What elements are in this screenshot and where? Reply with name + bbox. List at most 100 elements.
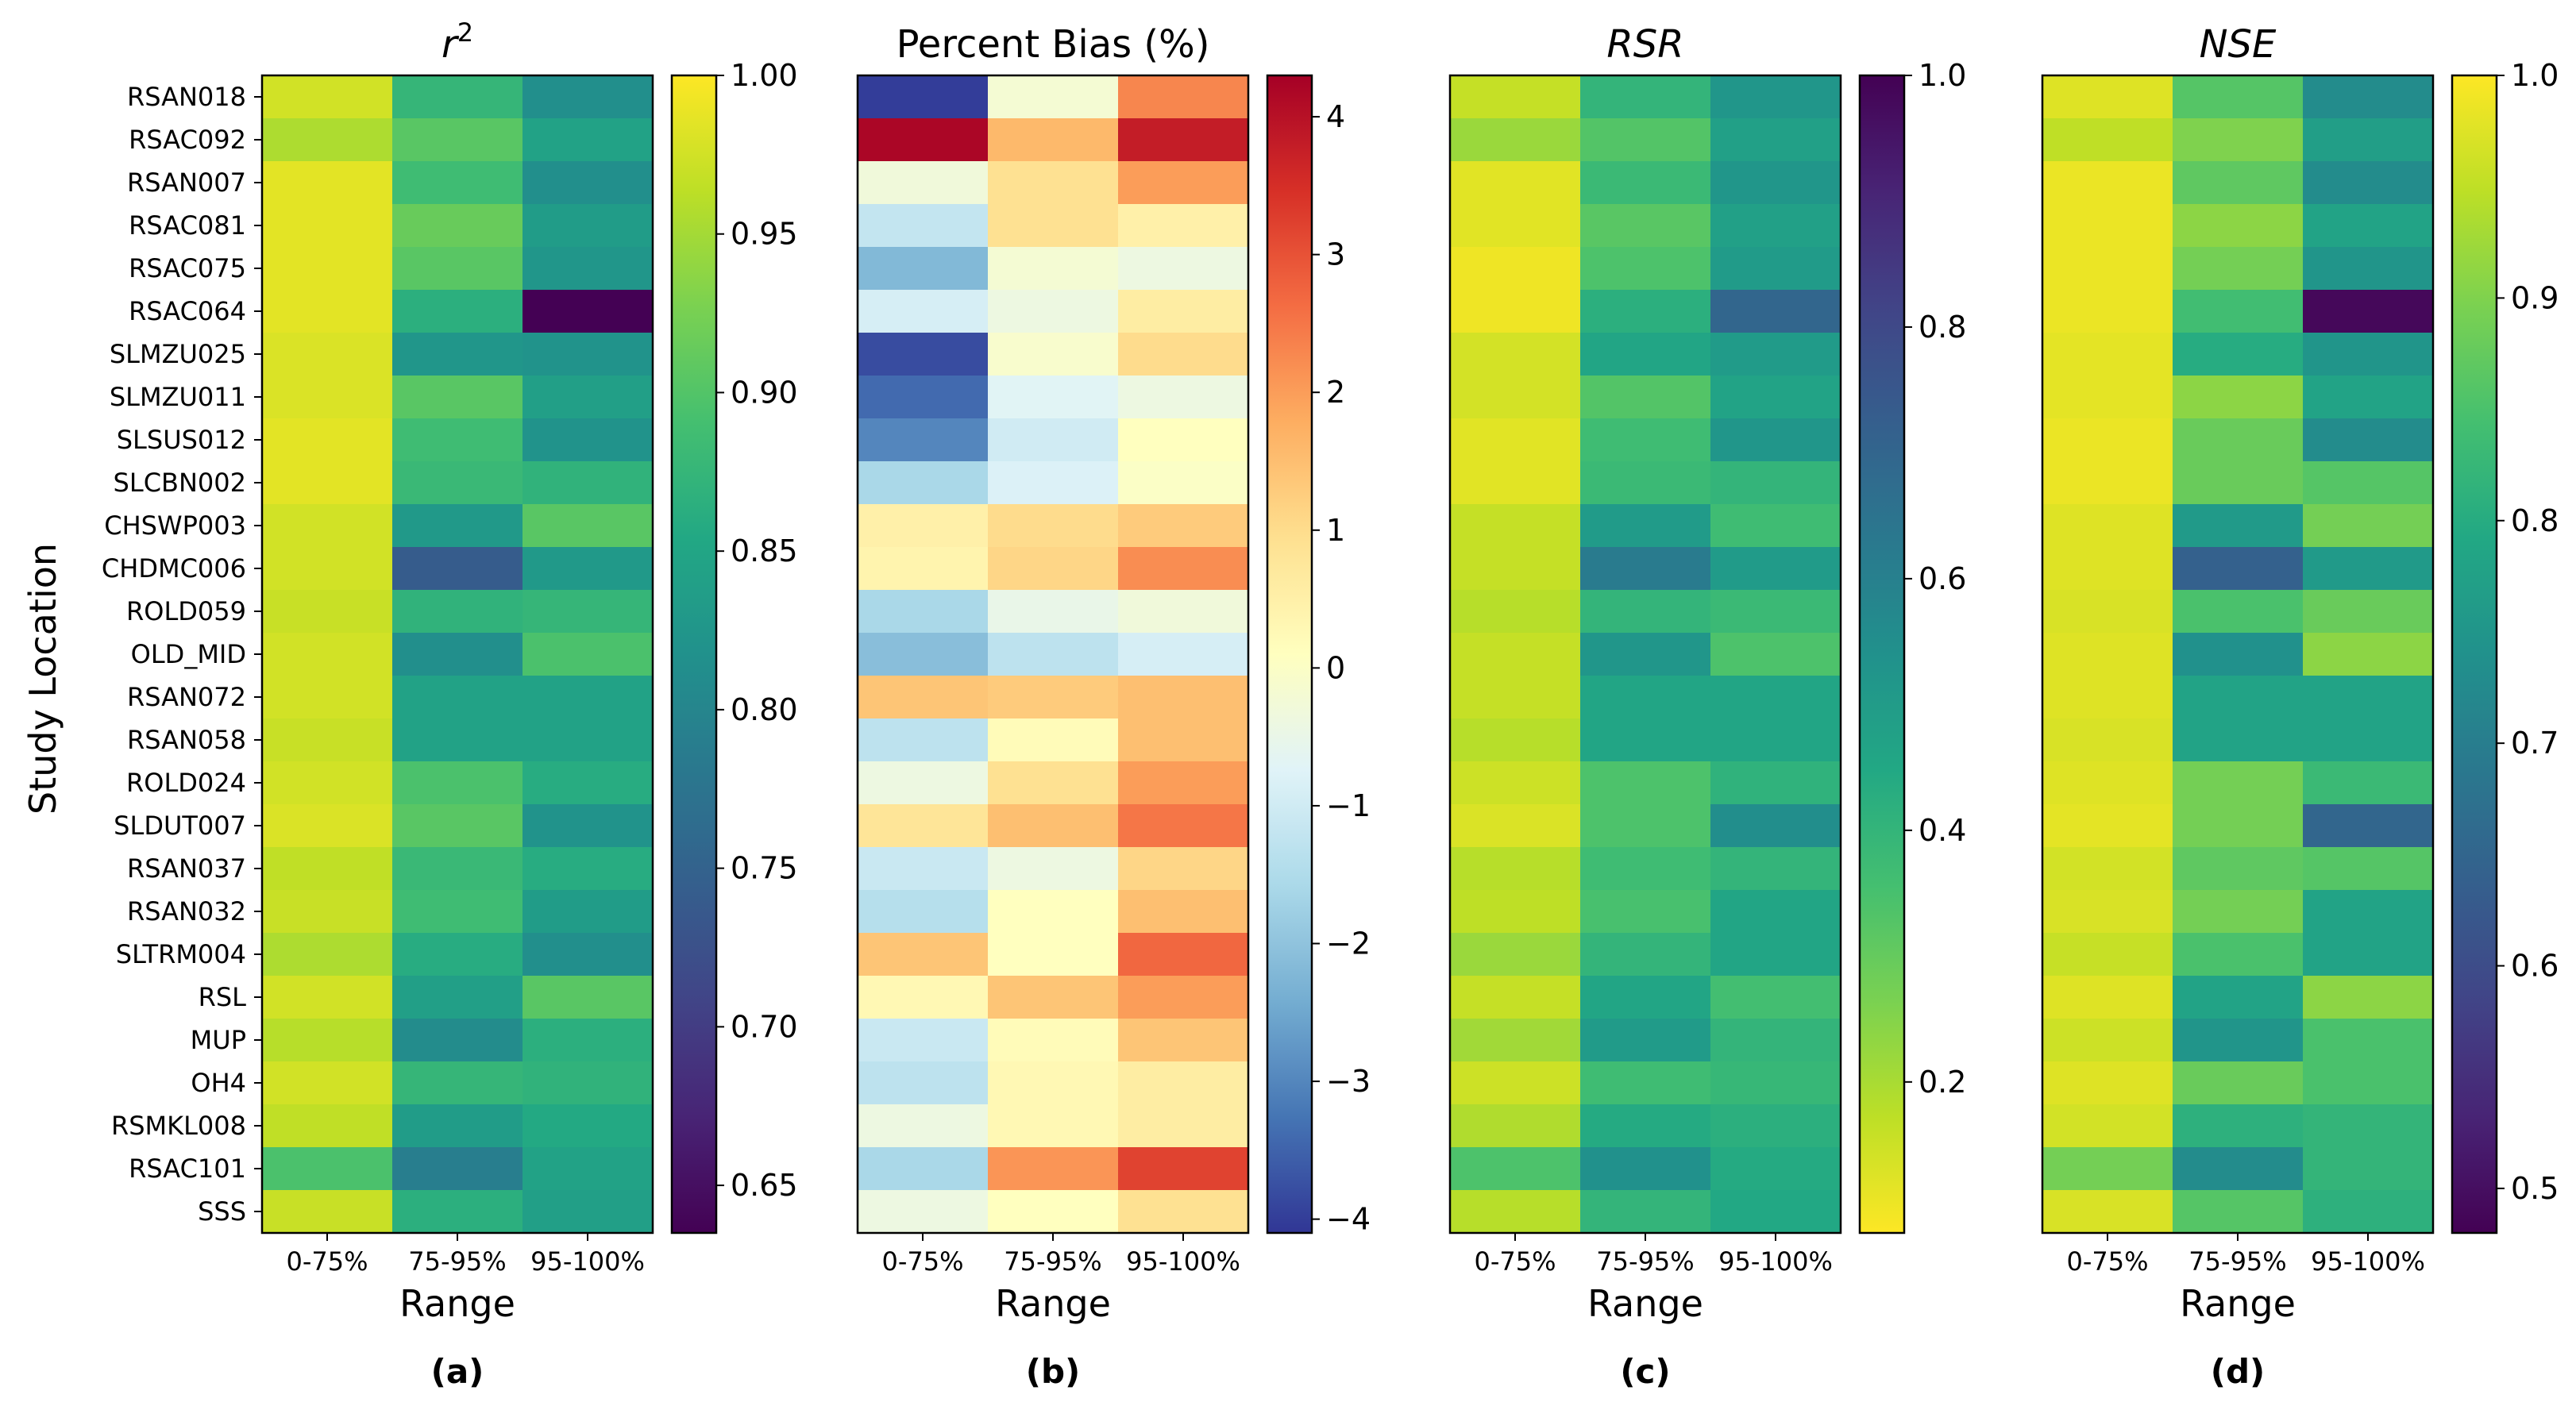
- heatmap-cell: [262, 75, 393, 119]
- heatmap-cell: [1580, 633, 1711, 676]
- x-axis-title: Range: [1587, 1282, 1703, 1325]
- heatmap-cell: [392, 290, 523, 333]
- x-tick-label: 0-75%: [286, 1246, 368, 1277]
- colorbar-tick-label: 0.4: [1919, 813, 1966, 848]
- heatmap-cell: [858, 718, 989, 762]
- heatmap-cell: [1450, 118, 1581, 162]
- colorbar-tick-label: 1: [1326, 513, 1345, 548]
- heatmap-cell: [523, 547, 654, 591]
- heatmap-cell: [392, 804, 523, 848]
- panel-title: r2: [442, 17, 473, 67]
- heatmap-cell: [988, 761, 1119, 805]
- heatmap-cell: [392, 1190, 523, 1234]
- heatmap-cell: [858, 504, 989, 548]
- heatmap-cell: [2042, 1104, 2173, 1148]
- colorbar-tick-label: 0.8: [1919, 310, 1966, 345]
- heatmap-cell: [523, 461, 654, 505]
- heatmap-cell: [2173, 761, 2304, 805]
- heatmap-cell: [858, 461, 989, 505]
- panel-label: (a): [431, 1352, 484, 1391]
- heatmap-cell: [1580, 761, 1711, 805]
- y-tick-label: RSAN037: [127, 853, 246, 884]
- heatmap-cell: [1450, 1147, 1581, 1191]
- colorbar-tick-label: 0.6: [2511, 949, 2559, 984]
- y-tick-label: RSMKL008: [111, 1111, 246, 1141]
- heatmap-panel-3: RSR 0-75% 75-95% 95-100% Range (c) 0.2 0.4 0.6 0.…: [1448, 22, 1966, 1391]
- colorbar-tick-label: 0.65: [731, 1168, 798, 1203]
- heatmap-cell: [392, 890, 523, 934]
- heatmap-cell: [392, 933, 523, 976]
- y-tick-label: SLTRM004: [116, 939, 246, 969]
- colorbar-tick-label: 0.6: [1919, 561, 1966, 596]
- heatmap-cell: [858, 761, 989, 805]
- heatmap-cell: [1118, 204, 1249, 248]
- colorbar-tick-label: 0.80: [731, 692, 798, 727]
- heatmap-cell: [523, 804, 654, 848]
- heatmap-cell: [1450, 290, 1581, 333]
- heatmap-cell: [1580, 333, 1711, 376]
- heatmap-cell: [392, 590, 523, 634]
- heatmap-cell: [1710, 247, 1841, 291]
- heatmap-cell: [2042, 290, 2173, 333]
- heatmap-cell: [2042, 633, 2173, 676]
- heatmap-cell: [262, 118, 393, 162]
- heatmap-cell: [392, 1061, 523, 1105]
- heatmap-cell: [2042, 890, 2173, 934]
- heatmap-cell: [1450, 1190, 1581, 1234]
- colorbar-tick-label: 0.9: [2511, 280, 2559, 315]
- heatmap-cell: [1118, 1019, 1249, 1062]
- heatmap-cell: [1710, 547, 1841, 591]
- heatmap-cell: [1450, 75, 1581, 119]
- heatmap-cell: [2303, 161, 2434, 205]
- colorbar-tick-label: −1: [1326, 788, 1371, 823]
- heatmap-cell: [1710, 633, 1841, 676]
- heatmap-cell: [1118, 418, 1249, 462]
- heatmap-cell: [858, 247, 989, 291]
- heatmap-cell: [2042, 118, 2173, 162]
- heatmap-cell: [2173, 933, 2304, 976]
- heatmap-cell: [262, 504, 393, 548]
- y-tick-label: SLMZU011: [110, 382, 246, 412]
- y-tick-label: CHSWP003: [104, 510, 246, 541]
- heatmap-cell: [1580, 75, 1711, 119]
- heatmap-cell: [2303, 1104, 2434, 1148]
- heatmap-cell: [858, 204, 989, 248]
- heatmap-cell: [2303, 204, 2434, 248]
- panel-title: Percent Bias (%): [897, 22, 1210, 67]
- heatmap-cell: [523, 247, 654, 291]
- heatmap-cell: [1710, 1190, 1841, 1234]
- heatmap-cell: [1580, 204, 1711, 248]
- heatmap-cell: [1450, 933, 1581, 976]
- heatmap-cell: [523, 204, 654, 248]
- heatmap-cell: [988, 1019, 1119, 1062]
- heatmap-cell: [2303, 118, 2434, 162]
- heatmap-cell: [262, 1019, 393, 1062]
- y-tick-label: RSAN018: [127, 82, 246, 112]
- y-tick-label: RSAN072: [127, 682, 246, 712]
- heatmap-cell: [1450, 504, 1581, 548]
- heatmap-cell: [1710, 933, 1841, 976]
- y-tick-label: RSL: [199, 982, 247, 1012]
- heatmap-cell: [988, 804, 1119, 848]
- heatmap-cell: [1580, 1104, 1711, 1148]
- colorbar-tick-label: 0.95: [731, 217, 798, 252]
- heatmap-cell: [1580, 890, 1711, 934]
- heatmap-cell: [262, 1104, 393, 1148]
- x-tick-label: 0-75%: [1474, 1246, 1556, 1277]
- colorbar-tick-label: 0.2: [1919, 1065, 1966, 1100]
- x-tick-label: 75-95%: [1004, 1246, 1101, 1277]
- heatmap-cell: [1450, 461, 1581, 505]
- heatmap-cell: [2303, 1019, 2434, 1062]
- heatmap-cell: [1118, 933, 1249, 976]
- heatmap-cell: [523, 890, 654, 934]
- heatmap-cell: [2303, 847, 2434, 891]
- heatmap-cell: [1710, 1104, 1841, 1148]
- colorbar-tick-label: 1.0: [1919, 58, 1966, 93]
- panel-label: (c): [1620, 1352, 1670, 1391]
- heatmap-cell: [523, 504, 654, 548]
- heatmap-cell: [988, 890, 1119, 934]
- y-tick-label: SLCBN002: [114, 468, 246, 498]
- heatmap-cell: [1710, 590, 1841, 634]
- heatmap-cell: [262, 847, 393, 891]
